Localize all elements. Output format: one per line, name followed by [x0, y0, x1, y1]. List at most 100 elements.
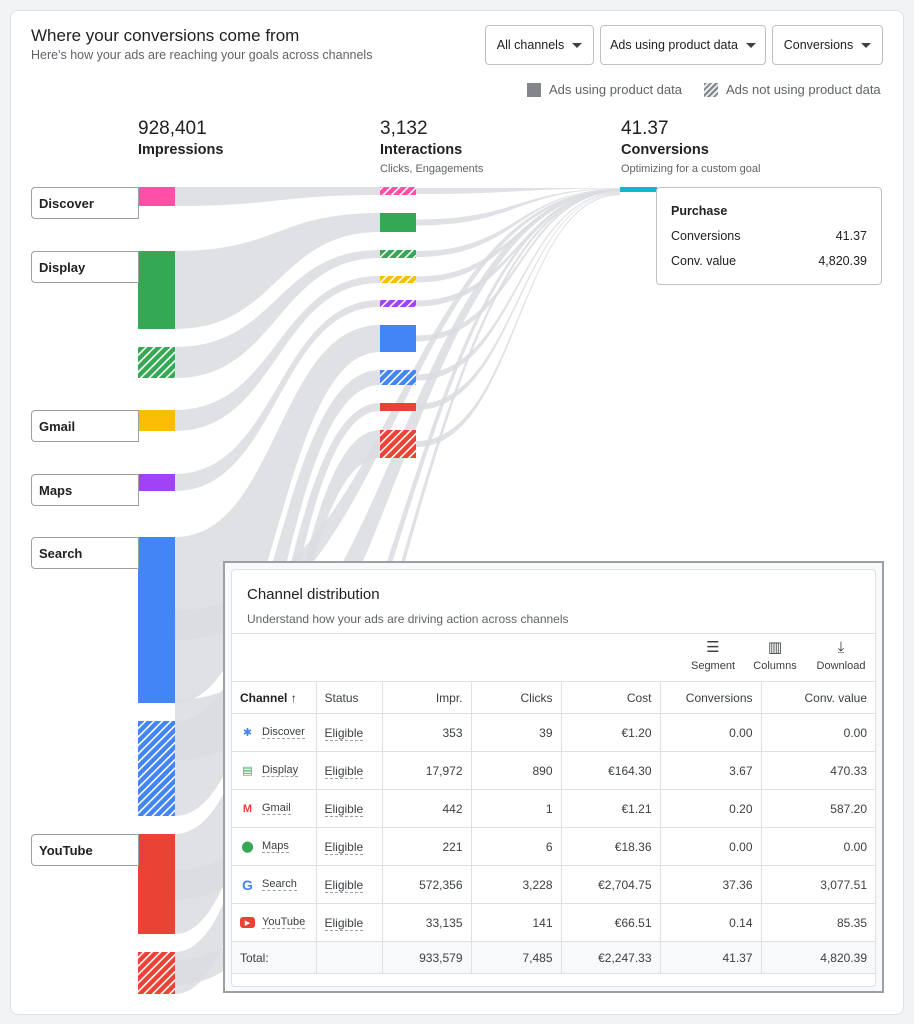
youtube-icon: ▶ [240, 917, 255, 928]
conv-value-cell: 3,077.51 [761, 865, 875, 904]
interactions-value: 3,132 [380, 118, 428, 139]
solid-swatch-icon [527, 82, 541, 97]
impressions-node-display-hatched[interactable] [138, 347, 175, 378]
impr-cell: 572,356 [382, 865, 472, 904]
status-cell[interactable]: Eligible [324, 725, 364, 741]
impressions-node-gmail-solid[interactable] [138, 410, 175, 431]
status-cell[interactable]: Eligible [324, 915, 364, 931]
tooltip-title: Purchase [671, 204, 728, 218]
impressions-node-search-hatched[interactable] [138, 721, 175, 816]
total-cost: €2,247.33 [561, 941, 661, 974]
flow-youtube-solid-to-conversions [416, 193, 620, 410]
flow-display-hatched-to-interactions [175, 250, 380, 378]
flow-gmail-solid-to-interactions [175, 276, 380, 431]
status-cell[interactable]: Eligible [324, 839, 364, 855]
conv-value-cell: 0.00 [761, 827, 875, 866]
table-row: G Search Eligible 572,356 3,228 €2,704.75… [232, 865, 875, 904]
conversions-cell: 3.67 [660, 751, 762, 790]
segment-icon: ☰ [706, 639, 720, 656]
conv-value-cell: 85.35 [761, 903, 875, 942]
status-cell[interactable]: Eligible [324, 763, 364, 779]
download-button[interactable]: ⤓ Download [814, 639, 868, 673]
impr-cell: 442 [382, 789, 472, 828]
flow-display-solid-to-conversions [416, 188, 620, 226]
cost-cell: €18.36 [561, 827, 661, 866]
conversion-tooltip: Purchase Conversions 41.37 Conv. value 4… [656, 187, 882, 285]
flow-discover-hatched-to-conversions [416, 188, 620, 194]
legend-solid-label: Ads using product data [549, 82, 682, 97]
conversions-value: 41.37 [621, 118, 669, 139]
channel-filter-dropdown[interactable]: All channels [485, 25, 594, 65]
impressions-node-search-solid[interactable] [138, 537, 175, 703]
impressions-node-discover-solid[interactable] [138, 187, 175, 206]
metric-filter-dropdown[interactable]: Conversions [772, 25, 883, 65]
google-g-icon: G [242, 876, 253, 893]
col-header-conversions[interactable]: Conversions [660, 681, 762, 714]
conversions-cell: 37.36 [660, 865, 762, 904]
download-icon: ⤓ [837, 639, 845, 656]
col-header-cost[interactable]: Cost [561, 681, 661, 714]
caret-down-icon [745, 42, 756, 48]
channel-link[interactable]: Maps [262, 840, 289, 853]
col-header-clicks[interactable]: Clicks [471, 681, 562, 714]
total-impr: 933,579 [382, 941, 472, 974]
segment-button[interactable]: ☰ Segment [690, 639, 736, 673]
clicks-cell: 141 [471, 903, 562, 942]
channel-link[interactable]: Display [262, 764, 299, 777]
interactions-node-youtube-hatched[interactable] [380, 430, 416, 458]
status-cell[interactable]: Eligible [324, 801, 364, 817]
impressions-value: 928,401 [138, 118, 207, 139]
flow-search-direct-to-conversions [175, 189, 620, 760]
flow-search-hatched-to-conversions [416, 192, 620, 381]
status-cell[interactable]: Eligible [324, 877, 364, 893]
interactions-label: Interactions [380, 142, 463, 158]
col-header-status[interactable]: Status [316, 681, 383, 714]
flow-youtube-hatched-to-conversions [416, 194, 620, 447]
channel-label-display: Display [31, 251, 139, 283]
impressions-node-youtube-solid[interactable] [138, 834, 175, 934]
hatched-swatch-icon [704, 82, 718, 97]
impr-cell: 17,972 [382, 751, 472, 790]
channel-link[interactable]: Search [262, 878, 297, 891]
flow-discover-solid-to-interactions [175, 187, 380, 206]
impressions-node-display-solid[interactable] [138, 251, 175, 329]
interactions-node-search-solid[interactable] [380, 325, 416, 352]
interactions-node-maps-hatched[interactable] [380, 300, 416, 307]
flow-search-direct-to-conversions [175, 189, 620, 640]
flow-youtube-direct-to-conversions [175, 189, 620, 900]
total-row: Total: 933,579 7,485 €2,247.33 41.37 4,8… [232, 941, 875, 974]
cost-cell: €66.51 [561, 903, 661, 942]
impressions-label: Impressions [138, 142, 224, 158]
interactions-node-gmail-hatched[interactable] [380, 276, 416, 283]
interactions-node-display-hatched[interactable] [380, 250, 416, 258]
channel-link[interactable]: YouTube [262, 916, 306, 929]
table-row: M Gmail Eligible 442 1 €1.21 0.20 587.20 [232, 789, 875, 828]
interactions-node-youtube-solid[interactable] [380, 403, 416, 411]
interactions-node-discover-hatched[interactable] [380, 187, 416, 195]
page-subtitle: Here's how your ads are reaching your go… [31, 48, 373, 62]
total-conversions: 41.37 [660, 941, 762, 974]
distribution-title: Channel distribution [247, 586, 380, 603]
tooltip-row-conversions: Conversions 41.37 [671, 229, 867, 243]
conv-value-cell: 0.00 [761, 713, 875, 752]
page-title: Where your conversions come from [31, 26, 300, 45]
columns-button[interactable]: ▥ Columns [752, 640, 798, 673]
total-conv-value: 4,820.39 [761, 941, 875, 974]
channel-link[interactable]: Gmail [262, 802, 291, 815]
col-header-channel[interactable]: Channel ↑ [232, 681, 317, 714]
conversions-node[interactable] [620, 187, 657, 192]
col-header-impr[interactable]: Impr. [382, 681, 472, 714]
col-header-conv-value[interactable]: Conv. value [761, 681, 875, 714]
clicks-cell: 1 [471, 789, 562, 828]
table-row: ⬤ Maps Eligible 221 6 €18.36 0.00 0.00 [232, 827, 875, 866]
interactions-node-display-solid[interactable] [380, 213, 416, 232]
interactions-node-search-hatched[interactable] [380, 370, 416, 385]
segment-label: Segment [690, 660, 736, 672]
channel-table: Channel ↑ Status Impr. Clicks Cost Conve… [232, 681, 875, 974]
impressions-node-youtube-hatched[interactable] [138, 952, 175, 994]
impressions-node-maps-solid[interactable] [138, 474, 175, 491]
product-data-filter-dropdown[interactable]: Ads using product data [600, 25, 766, 65]
conversions-cell: 0.20 [660, 789, 762, 828]
flow-search-solid-to-conversions [416, 190, 620, 342]
channel-link[interactable]: Discover [262, 726, 305, 739]
